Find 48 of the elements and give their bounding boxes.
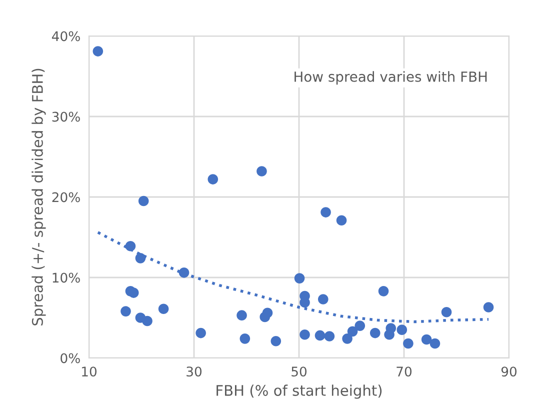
point [318,294,328,304]
y-tick-label: 40% [52,31,80,42]
point [403,338,414,349]
point [208,174,218,184]
point [314,330,326,341]
y-axis-title: Spread (+/- spread divided by FBH) [32,68,46,326]
point [270,336,282,346]
point [324,331,335,342]
point [430,338,440,349]
point [386,323,396,334]
y-tick-label: 0% [60,353,80,364]
point [354,320,366,331]
point [135,253,146,264]
x-tick-label: 30 [186,366,202,377]
y-tick-label: 10% [52,272,80,283]
point [178,268,190,278]
point [262,308,273,318]
x-tick-label: 10 [82,366,97,377]
point [378,286,389,296]
point [256,166,267,176]
point [120,306,131,316]
point [441,306,452,318]
point [347,326,358,337]
point [128,288,139,298]
point [92,46,104,56]
y-tick-label: 20% [52,192,80,202]
point [240,334,250,344]
x-tick-label: 50 [292,366,307,377]
point [300,330,310,340]
point [421,334,432,345]
annotation: How spread varies with FBH [294,71,487,85]
point [158,304,169,314]
point [294,273,305,284]
x-tick-label: 70 [396,366,412,377]
y-tick-label: 30% [52,112,80,122]
point [138,196,149,206]
point [396,324,408,335]
point [125,240,136,252]
point [196,328,206,338]
x-tick-label: 90 [501,366,517,377]
point [336,215,347,226]
point [236,310,247,320]
point [320,207,331,218]
point [483,302,494,312]
point [370,328,380,338]
point [142,316,152,326]
x-axis-title: FBH (% of start height) [216,384,382,399]
point [342,334,352,344]
